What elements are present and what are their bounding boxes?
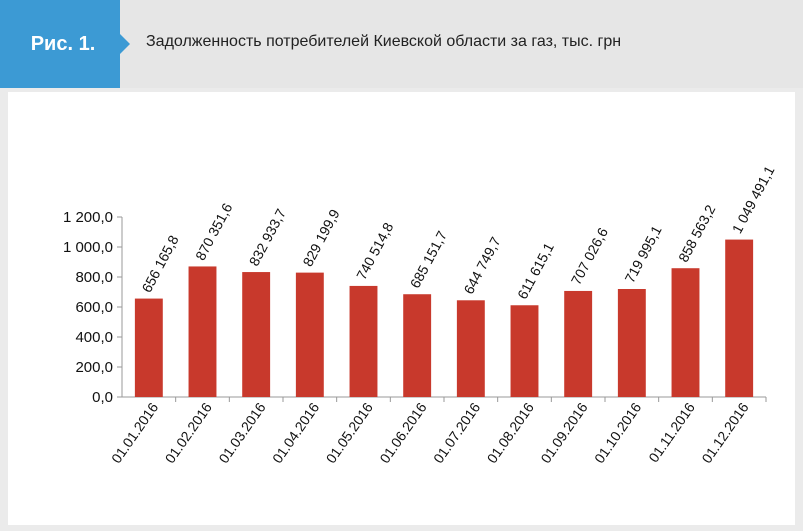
data-label: 719 995,1 bbox=[621, 223, 664, 286]
data-label: 870 351,6 bbox=[192, 200, 235, 263]
x-tick-label: 01.09.2016 bbox=[537, 399, 590, 466]
figure-title: Задолженность потребителей Киевской обла… bbox=[146, 33, 622, 50]
x-tick-label: 01.06.2016 bbox=[376, 399, 429, 466]
x-tick-label: 01.10.2016 bbox=[591, 399, 644, 466]
figure-label: Рис. 1. bbox=[0, 0, 120, 88]
x-tick-label: 01.12.2016 bbox=[698, 399, 751, 466]
y-tick-label: 800,0 bbox=[75, 269, 113, 286]
y-tick-label: 1 200,0 bbox=[63, 209, 113, 226]
data-label: 685 151,7 bbox=[407, 228, 450, 291]
bar bbox=[564, 290, 593, 397]
x-tick-label: 01.04.2016 bbox=[269, 399, 322, 466]
data-label: 644 749,7 bbox=[460, 234, 503, 297]
x-tick-label: 01.05.2016 bbox=[323, 399, 376, 466]
bar bbox=[403, 294, 432, 397]
bar bbox=[134, 298, 163, 397]
x-tick-label: 01.02.2016 bbox=[162, 399, 215, 466]
bar bbox=[617, 289, 646, 397]
data-label: 656 165,8 bbox=[138, 232, 181, 295]
data-label: 1 049 491,1 bbox=[729, 163, 778, 236]
bar bbox=[671, 268, 700, 397]
data-label: 829 199,9 bbox=[299, 206, 342, 269]
bar bbox=[188, 266, 217, 397]
bar bbox=[295, 272, 324, 397]
x-tick-label: 01.08.2016 bbox=[484, 399, 537, 466]
y-tick-label: 1 000,0 bbox=[63, 239, 113, 256]
y-tick-label: 200,0 bbox=[75, 359, 113, 376]
data-label: 740 514,8 bbox=[353, 220, 396, 283]
figure-header: Рис. 1. Задолженность потребителей Киевс… bbox=[0, 0, 803, 88]
bar bbox=[725, 239, 754, 397]
bar bbox=[242, 272, 271, 397]
bar bbox=[510, 305, 539, 397]
data-label: 832 933,7 bbox=[246, 206, 289, 269]
data-label: 611 615,1 bbox=[514, 240, 557, 302]
y-tick-label: 0,0 bbox=[92, 389, 113, 406]
data-label: 858 563,2 bbox=[675, 202, 718, 265]
x-tick-label: 01.07.2016 bbox=[430, 399, 483, 466]
bar bbox=[456, 300, 485, 397]
figure-label-arrow bbox=[120, 34, 130, 54]
y-tick-label: 400,0 bbox=[75, 329, 113, 346]
bar bbox=[349, 285, 378, 397]
y-tick-label: 600,0 bbox=[75, 299, 113, 316]
x-tick-label: 01.01.2016 bbox=[108, 399, 161, 466]
x-tick-label: 01.11.2016 bbox=[645, 399, 698, 465]
data-label: 707 026,6 bbox=[568, 225, 611, 288]
x-tick-label: 01.03.2016 bbox=[215, 399, 268, 466]
